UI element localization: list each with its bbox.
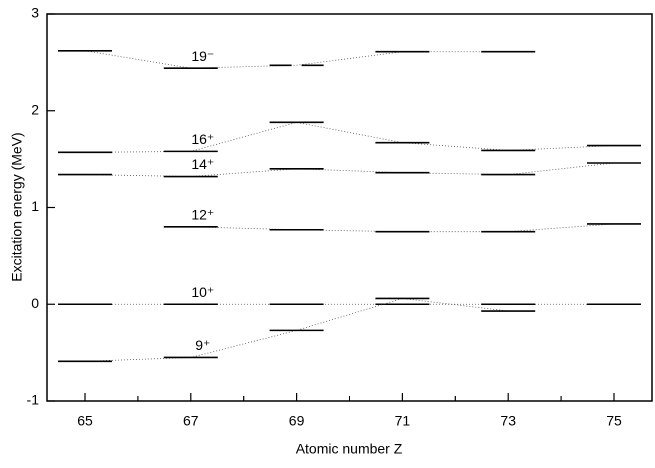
y-tick-label: -1 (27, 392, 40, 408)
x-tick-label: 71 (395, 413, 411, 429)
x-axis-label: Atomic number Z (296, 441, 403, 457)
level-connector (84, 121, 615, 153)
level-connector (190, 223, 615, 233)
x-tick-label: 73 (500, 413, 516, 429)
level-label: 10⁺ (191, 284, 214, 300)
level-connector (84, 50, 509, 69)
level-label: 16⁺ (191, 131, 214, 147)
y-axis-label: Excitation energy (MeV) (9, 132, 25, 281)
x-tick-label: 67 (183, 413, 199, 429)
y-tick-label: 1 (31, 198, 39, 214)
y-tick-label: 2 (31, 101, 39, 117)
x-tick-label: 69 (289, 413, 305, 429)
x-tick-label: 65 (77, 413, 93, 429)
level-label: 12⁺ (191, 207, 214, 223)
level-label: 9⁺ (195, 337, 210, 353)
x-tick-label: 75 (606, 413, 622, 429)
plot-frame (46, 13, 653, 402)
y-tick-label: 3 (31, 5, 39, 21)
y-tick-label: 0 (31, 295, 39, 311)
level-label: 19⁻ (191, 48, 214, 64)
level-label: 14⁺ (191, 156, 214, 172)
level-connector (84, 162, 615, 177)
